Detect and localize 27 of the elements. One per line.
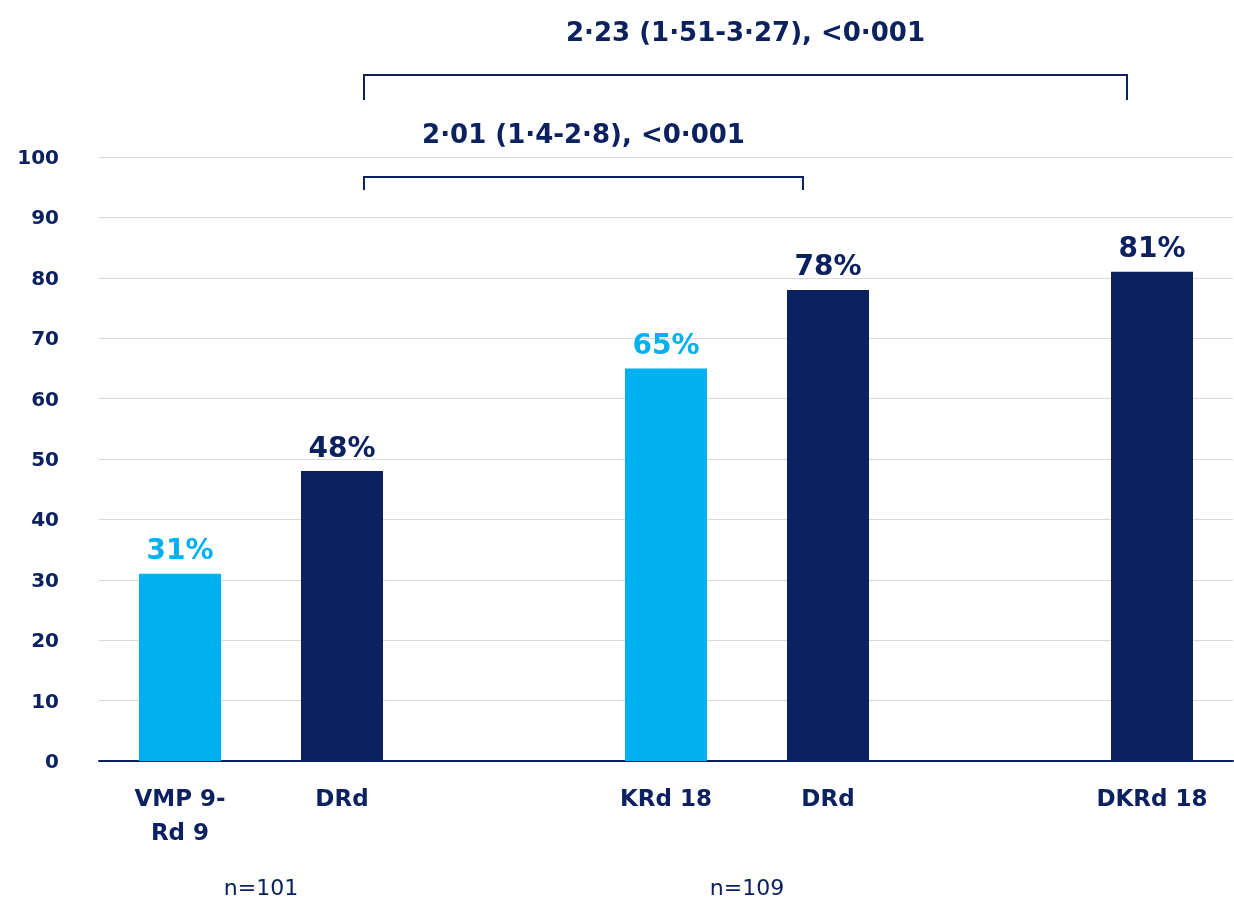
text: 2·23 (1·51-3·27), <0·001 [565, 17, 926, 47]
y-tick-label: 80 [31, 265, 59, 290]
x-tick-label: DRd [801, 785, 855, 811]
text: 2·01 (1·4-2·8), <0·001 [422, 119, 745, 149]
data-label: 65% [632, 327, 700, 361]
y-tick-label: 10 [31, 688, 59, 713]
y-tick-label: 40 [31, 507, 59, 532]
y-tick-label: 70 [31, 326, 59, 351]
y-tick-label: 20 [31, 628, 59, 653]
y-tick-label: 50 [31, 447, 59, 471]
x-tick-label: VMP 9- Rd 9 [134, 785, 226, 845]
data-label: 48% [308, 430, 376, 464]
data-label: 78% [794, 249, 862, 283]
y-tick-label: 0 [45, 749, 59, 773]
text: n=101 [223, 875, 299, 900]
x-tick-label: DRd [315, 785, 369, 811]
bar [139, 573, 221, 761]
data-label: 31% [146, 533, 214, 567]
x-tick-label: DKRd 18 [1096, 785, 1208, 811]
x-tick-label: KRd 18 [619, 785, 713, 811]
text: n=109 [709, 875, 785, 900]
y-tick-label: 90 [31, 205, 59, 230]
y-tick-label: 100 [17, 145, 59, 169]
y-tick-label: 30 [31, 567, 59, 592]
data-label: 81% [1118, 231, 1186, 265]
bar [625, 368, 707, 761]
y-tick-label: 60 [31, 386, 59, 411]
